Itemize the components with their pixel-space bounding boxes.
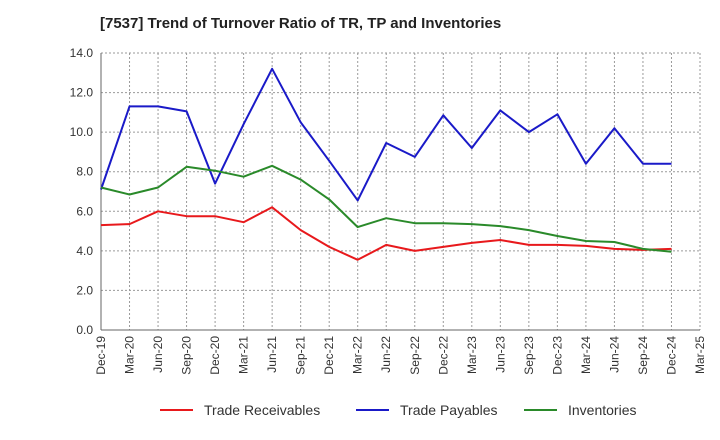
x-tick-label: Sep-22 [408, 336, 422, 375]
legend-label-trade-payables: Trade Payables [400, 402, 498, 418]
plot-area [101, 53, 700, 330]
y-tick-label: 0.0 [76, 323, 93, 337]
series-lines [100, 67, 672, 261]
y-tick-label: 12.0 [70, 86, 94, 100]
x-tick-label: Dec-19 [94, 336, 108, 375]
x-tick-label: Dec-20 [208, 336, 222, 375]
y-tick-label: 6.0 [76, 204, 93, 218]
x-tick-label: Mar-25 [693, 336, 707, 374]
x-tick-label: Dec-21 [322, 336, 336, 375]
y-tick-label: 4.0 [76, 244, 93, 258]
x-tick-label: Mar-20 [123, 336, 137, 374]
x-tick-label: Sep-23 [522, 336, 536, 375]
x-tick-label: Dec-22 [436, 336, 450, 375]
y-tick-labels: 0.0 2.0 4.0 6.0 8.0 10.0 12.0 14.0 [70, 46, 94, 337]
axes [100, 53, 700, 331]
x-tick-label: Mar-24 [579, 336, 593, 374]
y-tick-label: 14.0 [70, 46, 94, 60]
x-tick-label: Sep-20 [180, 336, 194, 375]
x-tick-label: Jun-20 [151, 336, 165, 373]
x-tick-label: Mar-23 [465, 336, 479, 374]
series-line-trade-payables [100, 67, 672, 202]
legend-label-trade-receivables: Trade Receivables [204, 402, 320, 418]
y-tick-label: 2.0 [76, 283, 93, 297]
y-tick-label: 8.0 [76, 165, 93, 179]
series-line-trade-receivables [100, 206, 672, 261]
x-tick-label: Jun-24 [607, 336, 621, 373]
x-tick-label: Dec-24 [664, 336, 678, 375]
x-tick-label: Jun-23 [493, 336, 507, 373]
x-tick-label: Dec-23 [550, 336, 564, 375]
x-tick-label: Jun-22 [379, 336, 393, 373]
x-tick-label: Mar-21 [237, 336, 251, 374]
plot-background [101, 53, 700, 330]
x-tick-labels: Dec-19 Mar-20 Jun-20 Sep-20 Dec-20 Mar-21 Jun-… [94, 336, 707, 375]
x-tick-label: Sep-24 [636, 336, 650, 375]
y-tick-label: 10.0 [70, 125, 94, 139]
x-tick-label: Mar-22 [351, 336, 365, 374]
legend: Trade Receivables Trade Payables Inventori… [160, 402, 636, 418]
x-tick-label: Sep-21 [294, 336, 308, 375]
x-tick-label: Jun-21 [265, 336, 279, 373]
series-line-inventories [100, 164, 672, 253]
legend-label-inventories: Inventories [568, 402, 636, 418]
chart-title: [7537] Trend of Turnover Ratio of TR, TP… [100, 15, 502, 32]
